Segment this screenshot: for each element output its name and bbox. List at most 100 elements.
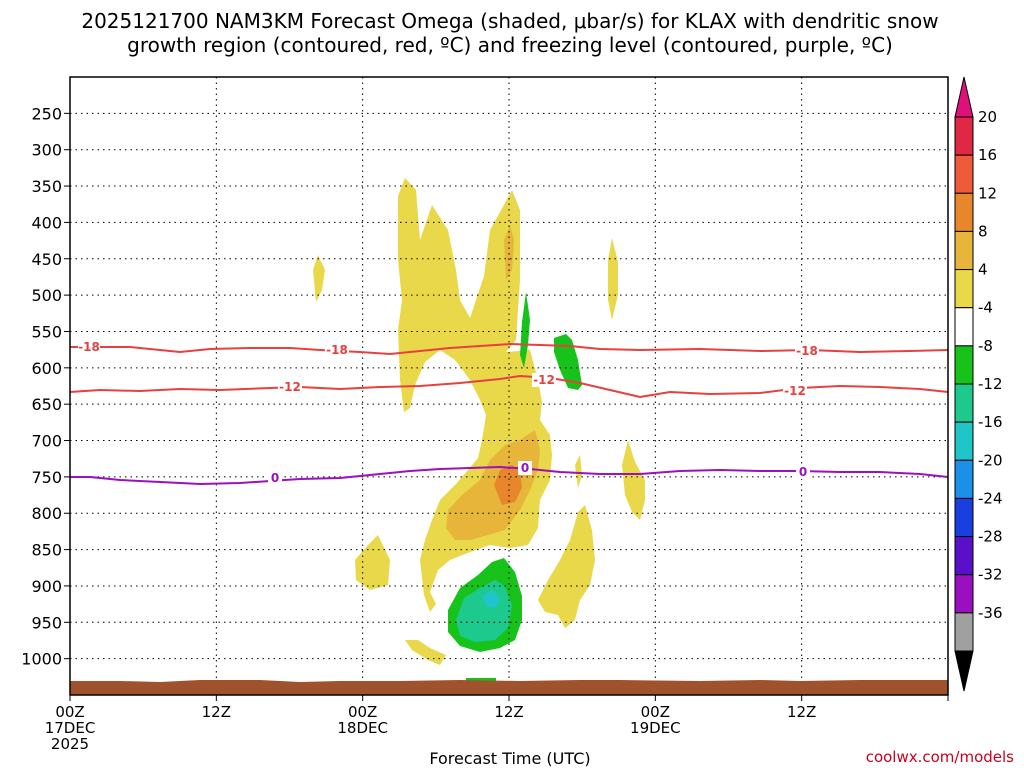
- x-tick-label-24-line-1: 00Z: [641, 703, 670, 721]
- y-tick-label-250: 250: [31, 104, 62, 123]
- omega-region-8-12-upper: [504, 225, 514, 280]
- contour-label-minus-12-left: -12: [279, 380, 301, 394]
- colorbar-segment-3: [954, 192, 974, 232]
- colorbar-segment-10: [954, 459, 974, 499]
- x-tick-label-12-line-1: 00Z: [348, 703, 377, 721]
- contour-label-bg-minus-18-left: [78, 340, 100, 354]
- x-tick-label-24-line-2: 19DEC: [630, 719, 681, 737]
- omega-region-neg12-neg16: [482, 590, 500, 608]
- colorbar-segment-2: [954, 154, 974, 194]
- y-axis: 250 300 350 400 450 500 550 600 650 700 750 800 850 9…: [21, 104, 70, 669]
- y-tick-label-300: 300: [31, 141, 62, 160]
- y-tick-label-450: 450: [31, 250, 62, 269]
- colorbar-label-neg32: -32: [978, 566, 1003, 584]
- x-axis-title: Forecast Time (UTC): [429, 749, 590, 768]
- contour-label-zero-right: 0: [799, 465, 807, 479]
- x-tick-label-0-line-1: 00Z: [55, 703, 84, 721]
- colorbar-label-16: 16: [978, 146, 997, 164]
- contour-lines: -18 -18 -18 -12 -12 -12 0 0 0: [69, 340, 949, 486]
- y-tick-label-600: 600: [31, 359, 62, 378]
- x-tick-label-6-line-1: 12Z: [202, 703, 231, 721]
- omega-region-neg8-neg12: [456, 580, 512, 642]
- y-tick-label-850: 850: [31, 541, 62, 560]
- y-tick-label-400: 400: [31, 213, 62, 232]
- contour-label-bg-zero-left: [268, 471, 282, 485]
- contour-label-zero-left: 0: [271, 471, 279, 485]
- x-tick-label-18-line-1: 12Z: [494, 703, 523, 721]
- x-tick-label-0-line-3: 2025: [51, 735, 89, 753]
- grid-lines: [70, 77, 948, 695]
- omega-region-4-8-upper-right-streak: [575, 455, 582, 488]
- contour-label-minus-18-left: -18: [78, 340, 100, 354]
- x-tick-label-30-line-1: 12Z: [787, 703, 816, 721]
- x-tick-label-0-line-2: 17DEC: [45, 719, 96, 737]
- contour-label-minus-12-mid: -12: [533, 373, 555, 387]
- omega-region-4-8-bottom-left: [405, 640, 446, 665]
- colorbar-label-neg8: -8: [978, 337, 993, 355]
- colorbar-segment-12: [954, 536, 974, 576]
- chart-title-line-2: growth region (contoured, red, ºC) and f…: [127, 33, 893, 57]
- colorbar-top-arrow: [954, 76, 974, 118]
- y-tick-label-750: 750: [31, 468, 62, 487]
- colorbar-segment-1: [954, 116, 974, 156]
- colorbar-label-neg16: -16: [978, 413, 1003, 431]
- y-tick-label-700: 700: [31, 432, 62, 451]
- contour-label-minus-12-right: -12: [784, 384, 806, 398]
- y-tick-label-550: 550: [31, 322, 62, 341]
- contour-label-minus-18-mid: -18: [326, 343, 348, 357]
- omega-region-neg4-neg8-upper: [520, 292, 530, 368]
- omega-region-4-8-left-blob: [355, 535, 390, 590]
- colorbar-segment-7: [954, 345, 974, 385]
- colorbar-label-neg4: -4: [978, 299, 993, 317]
- colorbar-bottom-arrow: [954, 650, 974, 692]
- colorbar-label-4: 4: [978, 261, 988, 279]
- colorbar-label-neg24: -24: [978, 489, 1003, 507]
- colorbar-segment-13: [954, 574, 974, 614]
- contour-line-minus-18: [70, 342, 949, 356]
- colorbar-label-neg28: -28: [978, 528, 1003, 546]
- colorbar-segment-14: [954, 612, 974, 652]
- colorbar-label-12: 12: [978, 184, 997, 202]
- omega-region-8-12: [446, 430, 540, 540]
- contour-label-bg-minus-18-right: [795, 344, 819, 358]
- contour-line-zero-freezing-level: [70, 465, 949, 486]
- colorbar-segment-9: [954, 421, 974, 461]
- colorbar-segment-4: [954, 230, 974, 271]
- omega-region-4-8-lower-right: [538, 505, 595, 628]
- y-tick-label-1000: 1000: [21, 650, 62, 669]
- contour-label-bg-minus-12-right: [783, 384, 807, 398]
- colorbar: 20 16 12 8 4 -4 -8 -12 -16 -20 -24 -28 -32 -36: [954, 76, 1003, 692]
- contour-label-bg-zero-mid: [518, 461, 532, 475]
- omega-region-neg4-neg8-right: [554, 334, 582, 390]
- y-tick-label-500: 500: [31, 286, 62, 305]
- terrain-band: [70, 680, 948, 695]
- colorbar-label-neg12: -12: [978, 375, 1003, 393]
- colorbar-label-8: 8: [978, 222, 988, 240]
- omega-region-4-8-small-upper: [313, 255, 325, 302]
- colorbar-segment-6: [954, 307, 974, 347]
- contour-label-bg-zero-right: [796, 465, 810, 479]
- colorbar-segment-8: [954, 383, 974, 423]
- colorbar-label-20: 20: [978, 108, 997, 126]
- colorbar-segment-5: [954, 269, 974, 309]
- contour-label-bg-minus-12-left: [278, 380, 302, 394]
- omega-region-4-8-right-blob: [622, 440, 645, 520]
- y-tick-label-950: 950: [31, 613, 62, 632]
- contour-label-minus-18-right: -18: [796, 344, 818, 358]
- colorbar-segment-11: [954, 497, 974, 538]
- y-tick-label-900: 900: [31, 577, 62, 596]
- contour-label-zero-mid: 0: [521, 461, 529, 475]
- y-tick-label-650: 650: [31, 395, 62, 414]
- contour-label-bg-minus-12-mid: [532, 373, 556, 387]
- y-tick-label-350: 350: [31, 177, 62, 196]
- omega-region-12-16: [494, 465, 522, 505]
- contour-label-bg-minus-18-mid: [325, 343, 349, 357]
- x-tick-label-12-line-2: 18DEC: [337, 719, 388, 737]
- chart-title-line-1: 2025121700 NAM3KM Forecast Omega (shaded…: [81, 9, 938, 33]
- colorbar-label-neg36: -36: [978, 604, 1003, 622]
- colorbar-label-neg20: -20: [978, 451, 1003, 469]
- credit-text: coolwx.com/models: [866, 748, 1014, 766]
- y-tick-label-800: 800: [31, 504, 62, 523]
